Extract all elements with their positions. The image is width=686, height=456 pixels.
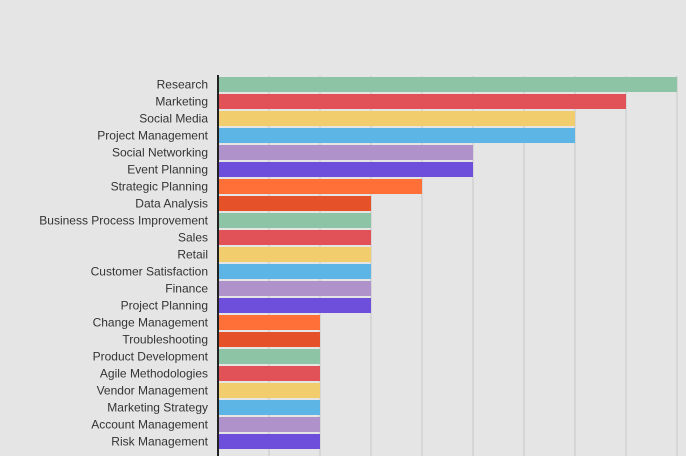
category-label: Marketing xyxy=(155,95,208,109)
bar xyxy=(219,145,473,160)
bar xyxy=(219,77,677,92)
category-label: Product Development xyxy=(93,350,209,364)
category-label: Social Media xyxy=(139,112,208,126)
bar xyxy=(219,332,320,347)
category-label: Finance xyxy=(165,282,208,296)
bar xyxy=(219,434,320,449)
category-label: Marketing Strategy xyxy=(107,401,208,415)
bar xyxy=(219,417,320,432)
bar xyxy=(219,128,575,143)
category-label: Business Process Improvement xyxy=(39,214,208,228)
category-label: Project Planning xyxy=(121,299,208,313)
category-label: Customer Satisfaction xyxy=(91,265,208,279)
bar xyxy=(219,94,626,109)
category-label: Retail xyxy=(177,248,208,262)
bar xyxy=(219,230,371,245)
category-label: Project Management xyxy=(97,129,208,143)
category-label: Data Analysis xyxy=(135,197,208,211)
category-label: Social Networking xyxy=(112,146,208,160)
bar xyxy=(219,349,320,364)
bar xyxy=(219,298,371,313)
bar xyxy=(219,247,371,262)
category-label: Risk Management xyxy=(111,435,208,449)
category-label: Event Planning xyxy=(127,163,208,177)
bar xyxy=(219,400,320,415)
bar xyxy=(219,179,422,194)
category-label: Agile Methodologies xyxy=(100,367,208,381)
category-label: Sales xyxy=(178,231,208,245)
bar xyxy=(219,264,371,279)
category-label: Change Management xyxy=(93,316,209,330)
bar xyxy=(219,315,320,330)
bar xyxy=(219,196,371,211)
bars xyxy=(219,77,677,449)
bar xyxy=(219,111,575,126)
category-label: Strategic Planning xyxy=(111,180,208,194)
bar xyxy=(219,383,320,398)
category-label: Account Management xyxy=(91,418,208,432)
bar xyxy=(219,281,371,296)
category-label: Troubleshooting xyxy=(122,333,208,347)
bar xyxy=(219,162,473,177)
bar xyxy=(219,366,320,381)
category-labels: Research Marketing Social Media Project Man… xyxy=(39,78,208,449)
category-label: Research xyxy=(157,78,208,92)
bar xyxy=(219,213,371,228)
category-label: Vendor Management xyxy=(97,384,209,398)
